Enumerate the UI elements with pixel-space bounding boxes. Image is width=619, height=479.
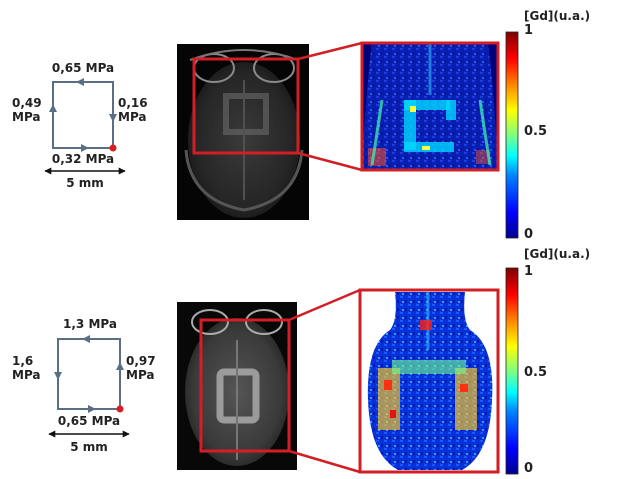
colorbar-title-1: [Gd](u.a.): [524, 9, 591, 23]
highlight-box-large-2: [358, 288, 500, 474]
zoom-line-bottom-2: [288, 449, 361, 474]
zoom-line-top-2: [288, 288, 361, 322]
gd-map-2: [360, 290, 498, 472]
highlight-box-small-2: [199, 318, 291, 453]
scale-bar-label-2: 5 mm: [70, 440, 108, 454]
gd-map-1: [362, 43, 498, 170]
side-label-left-2: 1,6 MPa: [12, 354, 41, 382]
mri-image-1: [177, 44, 309, 220]
colorbar-title-2: [Gd](u.a.): [524, 247, 591, 261]
zoom-line-bottom-1: [297, 151, 363, 172]
colorbar-tick-min-2: 0: [524, 461, 534, 476]
scale-bar-label-1: 5 mm: [66, 176, 104, 190]
start-dot-2: [116, 405, 124, 413]
side-label-bottom-2: 0,65 MPa: [57, 414, 121, 428]
side-label-right-1: 0,16 MPa: [118, 96, 148, 124]
colorbar-tick-mid-1: 0.5: [524, 124, 548, 139]
start-dot-1: [109, 144, 117, 152]
colorbar-tick-max-2: 1: [524, 264, 534, 279]
path-square-2: [57, 338, 121, 410]
side-label-top-2: 1,3 MPa: [63, 317, 117, 331]
colorbar-tick-min-1: 0: [524, 227, 534, 242]
colorbar-tick-mid-2: 0.5: [524, 365, 548, 380]
side-label-top-1: 0,65 MPa: [51, 61, 115, 75]
zoom-line-top-1: [297, 41, 363, 61]
side-label-left-1: 0,49 MPa: [12, 96, 42, 124]
highlight-box-small-1: [192, 57, 300, 155]
highlight-box-large-1: [360, 41, 500, 172]
mri-image-2: [177, 302, 297, 470]
colorbar-tick-max-1: 1: [524, 23, 534, 38]
colorbar-1: [505, 31, 519, 239]
side-label-right-2: 0,97 MPa: [126, 354, 156, 382]
side-label-bottom-1: 0,32 MPa: [51, 152, 115, 166]
colorbar-2: [505, 267, 519, 475]
